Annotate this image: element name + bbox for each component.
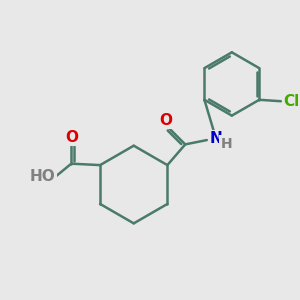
Text: Cl: Cl <box>284 94 300 109</box>
Text: N: N <box>210 131 222 146</box>
Text: HO: HO <box>30 169 56 184</box>
Text: O: O <box>159 113 172 128</box>
Text: O: O <box>65 130 78 145</box>
Text: H: H <box>220 136 232 151</box>
